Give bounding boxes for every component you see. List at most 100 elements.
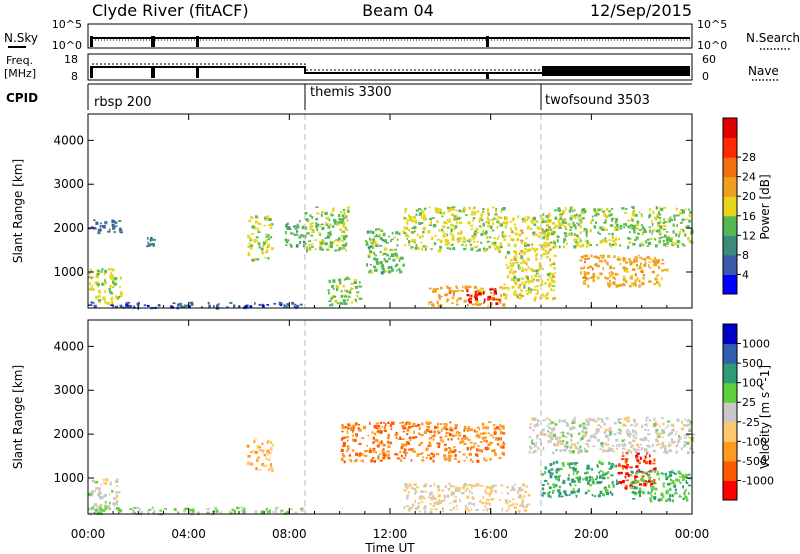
power-cell-13 bbox=[629, 225, 633, 229]
velocity-cell-4 bbox=[477, 435, 481, 439]
power-cell-0 bbox=[90, 277, 93, 280]
velocity-cell-6 bbox=[621, 451, 624, 455]
power-cell-14 bbox=[610, 274, 612, 277]
power-cell-13 bbox=[579, 231, 582, 235]
power-cell-7 bbox=[332, 288, 335, 290]
velocity-cell-6 bbox=[533, 444, 537, 448]
velocity-cell-6 bbox=[604, 442, 607, 446]
velocity-cell-5 bbox=[488, 508, 492, 510]
power-cell-9 bbox=[490, 219, 495, 221]
velocity-cell-5 bbox=[512, 498, 515, 500]
velocity-cell-4 bbox=[446, 458, 449, 460]
velocity-cell-3 bbox=[400, 459, 403, 462]
power-cell-13 bbox=[675, 207, 678, 211]
power-cell-0 bbox=[101, 268, 104, 271]
power-cell-13 bbox=[614, 237, 617, 241]
power-cell-12 bbox=[535, 289, 539, 291]
velocity-cell-8 bbox=[625, 458, 629, 461]
power-cell-12 bbox=[523, 252, 526, 256]
power-cell-14 bbox=[622, 277, 626, 282]
power-cell-13 bbox=[669, 219, 673, 221]
velocity-cell-7 bbox=[549, 463, 553, 466]
velocity-cell-9 bbox=[664, 472, 667, 476]
power-cell-8 bbox=[399, 256, 403, 260]
power-cell-9 bbox=[410, 238, 414, 243]
velocity-cell-6 bbox=[622, 423, 626, 427]
power-cell-13 bbox=[643, 228, 646, 232]
power-cell-0 bbox=[119, 286, 121, 288]
power-cell-14 bbox=[643, 274, 645, 277]
power-cell-14 bbox=[633, 258, 636, 263]
velocity-cell-4 bbox=[453, 435, 455, 438]
power-cell-13 bbox=[663, 228, 667, 231]
power-cell-6 bbox=[306, 220, 309, 223]
velocity-cell-8 bbox=[625, 479, 629, 482]
power-cell-1 bbox=[99, 228, 102, 232]
power-cell-13 bbox=[673, 214, 676, 218]
power-cell-9 bbox=[408, 244, 411, 247]
power-cell-9 bbox=[481, 218, 484, 222]
velocity-cell-3 bbox=[340, 448, 344, 453]
velocity-cell-7 bbox=[555, 478, 559, 481]
velocity-cell-8 bbox=[644, 461, 648, 465]
velocity-cell-4 bbox=[502, 427, 505, 430]
velocity-cell-6 bbox=[683, 434, 686, 436]
velocity-cell-9 bbox=[645, 471, 648, 474]
velocity-cell-5 bbox=[429, 496, 431, 499]
power-cell-5 bbox=[292, 232, 295, 235]
velocity-cell-9 bbox=[667, 482, 671, 486]
power-cell-10 bbox=[434, 289, 437, 292]
power-cell-9 bbox=[470, 224, 474, 227]
velocity-cell-7 bbox=[569, 467, 572, 469]
velocity-cell-3 bbox=[387, 445, 391, 448]
velocity-cell-5 bbox=[415, 486, 420, 489]
velocity-cell-5 bbox=[471, 484, 475, 487]
velocity-cell-6 bbox=[588, 438, 591, 442]
velocity-cell-3 bbox=[363, 425, 367, 430]
velocity-cell-6 bbox=[546, 417, 550, 420]
power-cell-9 bbox=[462, 241, 465, 243]
power-cell-13 bbox=[593, 208, 597, 212]
velocity-colorbar-tick-2: -100 bbox=[742, 435, 767, 448]
power-cell-6 bbox=[324, 237, 328, 239]
velocity-cell-6 bbox=[633, 430, 637, 434]
power-cell-2 bbox=[299, 303, 303, 306]
power-cell-8 bbox=[369, 239, 373, 242]
velocity-cell-2 bbox=[246, 461, 250, 465]
velocity-cell-5 bbox=[406, 485, 409, 490]
power-cell-0 bbox=[108, 289, 111, 293]
power-cell-14 bbox=[625, 280, 628, 284]
velocity-cell-5 bbox=[471, 496, 474, 500]
velocity-cell-4 bbox=[498, 456, 502, 460]
velocity-cell-8 bbox=[621, 465, 625, 468]
velocity-cell-6 bbox=[546, 425, 549, 427]
velocity-cell-7 bbox=[571, 478, 575, 481]
velocity-cell-0 bbox=[118, 491, 121, 494]
power-cell-14 bbox=[635, 278, 638, 282]
velocity-cell-4 bbox=[461, 437, 464, 441]
velocity-cell-6 bbox=[613, 421, 617, 425]
velocity-cell-5 bbox=[430, 496, 434, 501]
power-cell-14 bbox=[648, 281, 652, 283]
power-cell-10 bbox=[466, 304, 469, 307]
power-cell-9 bbox=[436, 238, 440, 241]
power-cell-14 bbox=[629, 262, 633, 266]
velocity-cell-2 bbox=[266, 449, 270, 454]
velocity-cell-2 bbox=[251, 463, 254, 466]
power-cell-4 bbox=[267, 234, 270, 238]
power-cell-12 bbox=[532, 288, 536, 291]
power-cell-9 bbox=[419, 212, 423, 216]
velocity-cell-8 bbox=[625, 467, 628, 470]
power-cell-1 bbox=[118, 229, 121, 232]
velocity-cell-4 bbox=[420, 441, 424, 445]
power-cell-12 bbox=[515, 282, 518, 286]
power-cell-9 bbox=[487, 222, 490, 224]
velocity-cell-4 bbox=[448, 451, 451, 455]
power-cell-14 bbox=[589, 277, 592, 279]
velocity-cell-7 bbox=[543, 492, 546, 495]
velocity-cell-6 bbox=[619, 418, 622, 421]
power-cell-5 bbox=[287, 226, 291, 229]
power-cell-14 bbox=[638, 284, 641, 288]
power-cell-0 bbox=[114, 277, 118, 281]
power-cell-6 bbox=[333, 218, 337, 223]
